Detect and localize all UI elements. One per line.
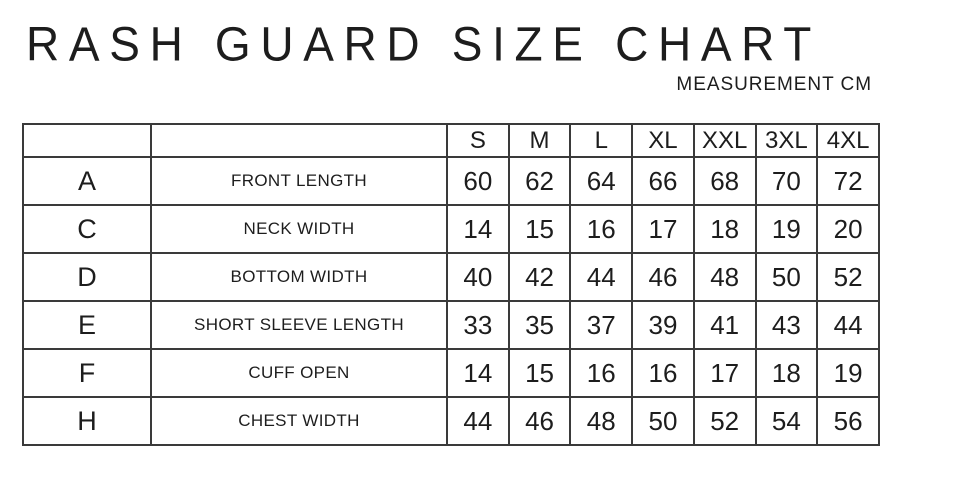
measurement-value-cell: 56: [816, 396, 880, 446]
measurement-value-cell: 72: [816, 156, 880, 206]
measurement-value-cell: 48: [692, 252, 757, 302]
size-column-header: 3XL: [754, 123, 819, 158]
measurement-name-cell: SHORT SLEEVE LENGTH: [150, 300, 448, 350]
measurement-value-cell: 40: [446, 252, 510, 302]
size-column-header: 4XL: [816, 123, 880, 158]
measurement-unit-label: MEASUREMENT CM: [676, 74, 872, 95]
measurement-value-cell: 33: [446, 300, 510, 350]
measurement-value-cell: 20: [816, 204, 880, 254]
measurement-value-cell: 44: [816, 300, 880, 350]
measurement-value-cell: 66: [631, 156, 695, 206]
measurement-letter-cell: D: [22, 252, 152, 302]
measurement-value-cell: 18: [692, 204, 757, 254]
measurement-letter-cell: A: [22, 156, 152, 206]
measurement-value-cell: 42: [507, 252, 572, 302]
measurement-value-cell: 14: [446, 204, 510, 254]
measurement-value-cell: 46: [507, 396, 572, 446]
measurement-value-cell: 14: [446, 348, 510, 398]
measurement-value-cell: 52: [816, 252, 880, 302]
measurement-letter-cell: E: [22, 300, 152, 350]
measurement-name-cell: NECK WIDTH: [150, 204, 448, 254]
table-row: F CUFF OPEN 14 15 16 16 17 18 19: [22, 348, 880, 398]
measurement-name-cell: FRONT LENGTH: [150, 156, 448, 206]
measurement-letter-cell: C: [22, 204, 152, 254]
corner-cell-name: [150, 123, 448, 158]
measurement-value-cell: 62: [507, 156, 572, 206]
size-chart-table: S M L XL XXL 3XL 4XL A FRONT LENGTH 60 62 64 66 68 70…: [22, 123, 880, 446]
size-column-header: XL: [631, 123, 695, 158]
measurement-value-cell: 37: [569, 300, 634, 350]
measurement-value-cell: 39: [631, 300, 695, 350]
size-column-header: L: [569, 123, 634, 158]
size-column-header: S: [446, 123, 510, 158]
measurement-value-cell: 44: [446, 396, 510, 446]
measurement-value-cell: 48: [569, 396, 634, 446]
measurement-value-cell: 60: [446, 156, 510, 206]
size-header-row: S M L XL XXL 3XL 4XL: [22, 123, 880, 158]
measurement-value-cell: 46: [631, 252, 695, 302]
measurement-letter-cell: H: [22, 396, 152, 446]
measurement-value-cell: 18: [754, 348, 819, 398]
measurement-value-cell: 17: [631, 204, 695, 254]
measurement-value-cell: 19: [754, 204, 819, 254]
size-table-body: A FRONT LENGTH 60 62 64 66 68 70 72 C NECK WIDTH 14…: [22, 156, 880, 446]
measurement-value-cell: 64: [569, 156, 634, 206]
measurement-name-cell: CHEST WIDTH: [150, 396, 448, 446]
measurement-value-cell: 70: [754, 156, 819, 206]
measurement-value-cell: 68: [692, 156, 757, 206]
table-row: A FRONT LENGTH 60 62 64 66 68 70 72: [22, 156, 880, 206]
measurement-value-cell: 15: [507, 204, 572, 254]
measurement-value-cell: 43: [754, 300, 819, 350]
table-row: C NECK WIDTH 14 15 16 17 18 19 20: [22, 204, 880, 254]
measurement-name-cell: BOTTOM WIDTH: [150, 252, 448, 302]
measurement-value-cell: 19: [816, 348, 880, 398]
corner-cell-letter: [22, 123, 152, 158]
table-row: D BOTTOM WIDTH 40 42 44 46 48 50 52: [22, 252, 880, 302]
measurement-value-cell: 52: [692, 396, 757, 446]
page-title: RASH GUARD SIZE CHART: [26, 17, 821, 72]
measurement-value-cell: 54: [754, 396, 819, 446]
measurement-value-cell: 35: [507, 300, 572, 350]
measurement-value-cell: 17: [692, 348, 757, 398]
measurement-value-cell: 16: [569, 348, 634, 398]
measurement-value-cell: 15: [507, 348, 572, 398]
size-column-header: M: [507, 123, 572, 158]
measurement-value-cell: 44: [569, 252, 634, 302]
table-row: H CHEST WIDTH 44 46 48 50 52 54 56: [22, 396, 880, 446]
table-row: E SHORT SLEEVE LENGTH 33 35 37 39 41 43 44: [22, 300, 880, 350]
measurement-value-cell: 50: [631, 396, 695, 446]
measurement-value-cell: 16: [569, 204, 634, 254]
measurement-value-cell: 50: [754, 252, 819, 302]
size-column-header: XXL: [692, 123, 757, 158]
measurement-value-cell: 16: [631, 348, 695, 398]
measurement-value-cell: 41: [692, 300, 757, 350]
measurement-letter-cell: F: [22, 348, 152, 398]
measurement-name-cell: CUFF OPEN: [150, 348, 448, 398]
